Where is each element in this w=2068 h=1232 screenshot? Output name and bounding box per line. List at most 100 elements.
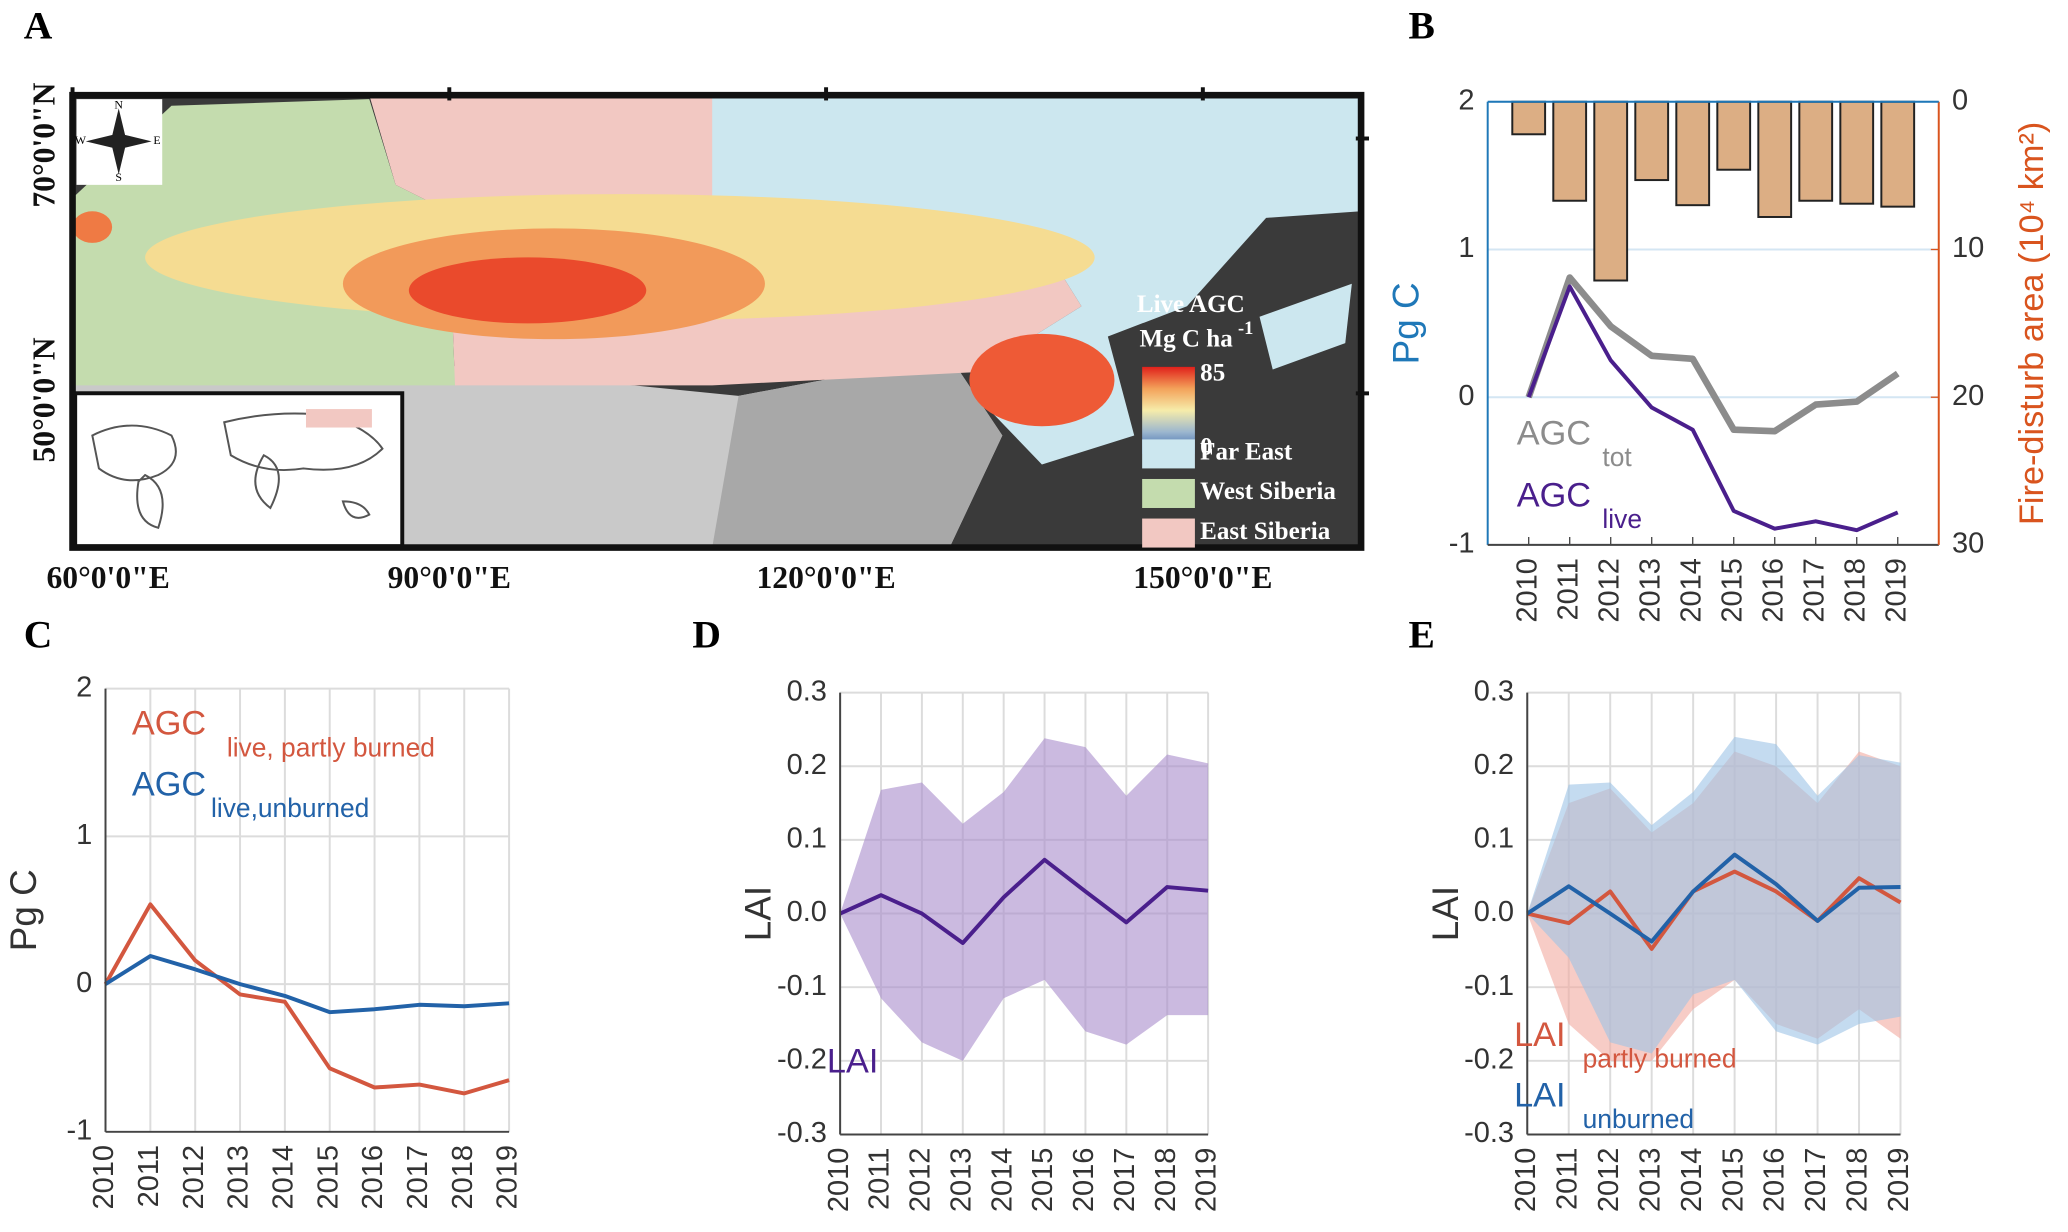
x-tick-label: 120°0'0"E [756,560,895,595]
panel-label: D [692,613,721,657]
y-tick-label: 0.0 [787,896,827,928]
colorbar-tick-label: 85 [1200,360,1225,387]
y-tick-label: 1 [1458,232,1474,264]
colorbar [1142,366,1195,454]
x-tick-label: 2017 [1798,558,1830,623]
bar [1757,100,1793,218]
y2-tick-label: 0 [1952,84,1968,116]
y-axis-label: LAI [1425,886,1466,941]
legend-label: LAI [1514,1077,1565,1115]
x-tick-label: 2010 [1511,558,1543,623]
legend-label: LAI [827,1042,878,1080]
y2-axis-label: Fire-disturb area (10⁴ km²) [2013,122,2051,525]
bar [1839,100,1875,205]
legend-swatch [1142,439,1195,469]
line [1526,284,1899,533]
x-tick-label: 2011 [1552,558,1584,620]
x-tick-label: 2017 [402,1145,434,1210]
line [1525,274,1900,435]
y-tick-label: -0.2 [1464,1043,1514,1075]
legend-subscript: live, partly burned [227,732,435,762]
x-tick-label: 2016 [1068,1148,1100,1213]
legend-unit-exponent: -1 [1238,318,1253,338]
y2-tick-label: 20 [1952,380,1984,412]
x-tick-label: 2016 [1757,558,1789,623]
bar [1675,100,1711,207]
legend-label: AGC [1517,477,1591,515]
panel-label: C [24,613,53,657]
y-tick-label: 2 [1458,84,1474,116]
bar [1593,100,1629,282]
x-tick-label: 2014 [1676,1148,1708,1213]
bar [1511,100,1547,136]
x-tick-label: 2013 [945,1148,977,1213]
x-tick-label: 2015 [1717,1148,1749,1213]
uncertainty-band [1527,736,1901,1054]
legend-label: AGC [132,765,206,803]
x-tick-label: 2017 [1109,1148,1141,1213]
y-tick-label: -0.1 [1464,970,1514,1002]
legend-label: AGC [132,705,206,743]
x-tick-label: 2019 [1883,1148,1915,1213]
compass-letter: E [153,133,160,147]
y2-tick-label: 30 [1952,528,1984,560]
x-tick-label: 2012 [1593,1148,1625,1213]
y-axis-label: Pg C [3,869,44,951]
y-tick-label: -1 [1449,528,1475,560]
line [1526,869,1902,951]
y-tick-label: 2 [76,671,92,703]
y-tick-label: 0.0 [1474,896,1514,928]
x-tick-label: 2016 [1759,1148,1791,1213]
legend-subscript: tot [1602,442,1632,472]
y-axis-label: Pg C [1385,282,1426,364]
compass-letter: S [115,170,122,184]
legend-subscript: live [1602,504,1642,534]
x-tick-label: 150°0'0"E [1133,560,1272,595]
x-tick-label: 2018 [447,1145,479,1210]
x-tick-label: 2011 [133,1145,165,1207]
legend-subscript: partly burned [1583,1044,1737,1074]
x-tick-label: 2019 [1880,558,1912,623]
legend-label: AGC [1517,415,1591,453]
y-tick-label: -1 [67,1114,93,1146]
x-tick-label: 2017 [1800,1148,1832,1213]
legend-subscript: unburned [1583,1104,1694,1134]
y-tick-label: 0 [76,967,92,999]
y-tick-label: -0.2 [777,1043,827,1075]
legend-label: East Siberia [1200,518,1331,545]
x-tick-label: 2018 [1150,1148,1182,1213]
y-tick-label: -0.1 [777,970,827,1002]
compass-letter: N [114,97,123,111]
legend-unit: Mg C ha -1 [1140,318,1254,352]
map-background [69,91,1365,551]
x-tick-label: 2012 [178,1145,210,1210]
x-tick-label: 2010 [823,1148,855,1213]
bar [1880,100,1916,208]
panel-label: E [1409,613,1435,657]
x-tick-label: 2012 [1593,558,1625,623]
line [1526,852,1901,944]
y-tick-label: 50°0'0"N [27,337,62,462]
x-tick-label: 2010 [88,1145,120,1210]
legend-label: Far East [1200,439,1293,466]
x-tick-label: 2015 [1027,1148,1059,1213]
x-tick-label: 2019 [1191,1148,1223,1213]
x-tick-label: 2019 [492,1145,524,1210]
y-tick-label: 0.2 [787,749,827,781]
x-tick-label: 60°0'0"E [46,560,169,595]
y-tick-label: 0.1 [1474,823,1514,855]
x-tick-label: 90°0'0"E [388,560,511,595]
compass-letter: W [75,133,87,147]
x-tick-label: 2011 [1551,1148,1583,1210]
line [839,857,1209,945]
x-tick-label: 2011 [864,1148,896,1210]
panel-label: B [1409,3,1435,47]
x-tick-label: 2013 [223,1145,255,1210]
y-tick-label: 0.1 [787,823,827,855]
y-tick-label: 70°0'0"N [27,82,62,207]
x-tick-label: 2013 [1634,1148,1666,1213]
x-tick-label: 2014 [268,1145,300,1210]
legend-title: Live AGC [1137,291,1245,318]
y-tick-label: 1 [76,819,92,851]
